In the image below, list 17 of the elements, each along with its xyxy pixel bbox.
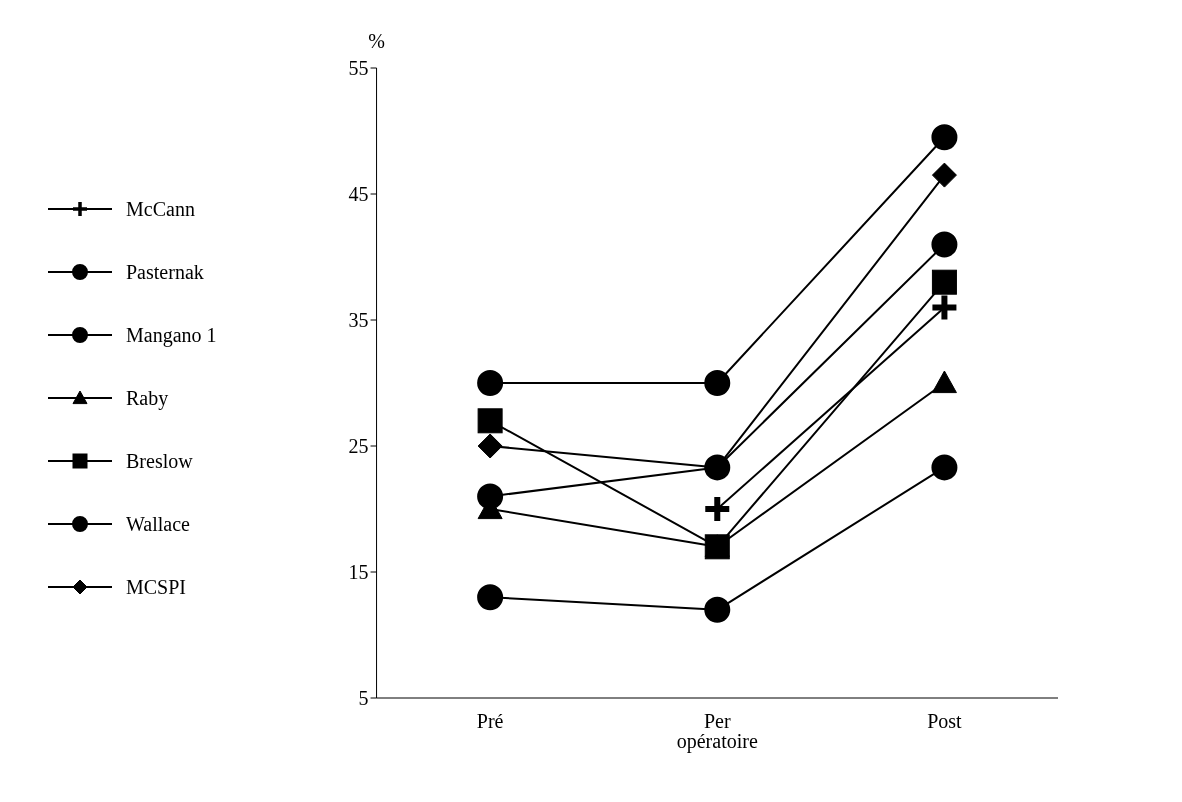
y-tick-label: 5 (358, 687, 369, 710)
y-tick-label: 25 (348, 435, 369, 458)
legend-label: MCSPI (126, 575, 187, 599)
x-tick-label: Per opératoire (676, 710, 758, 754)
x-tick-label: Post (927, 710, 963, 733)
legend-label: Pasternak (126, 260, 204, 284)
legend-label: Mangano 1 (126, 323, 217, 347)
legend-label: Breslow (126, 449, 193, 473)
y-tick-label: 15 (348, 561, 369, 584)
y-axis-title: % (368, 30, 385, 52)
x-tick-label: Pré (476, 710, 504, 733)
y-tick-label: 35 (348, 309, 369, 332)
y-tick-label: 45 (348, 183, 369, 206)
legend-label: McCann (126, 197, 195, 221)
legend-label: Raby (126, 386, 169, 410)
y-tick-label: 55 (348, 57, 369, 80)
legend-label: Wallace (126, 512, 190, 536)
